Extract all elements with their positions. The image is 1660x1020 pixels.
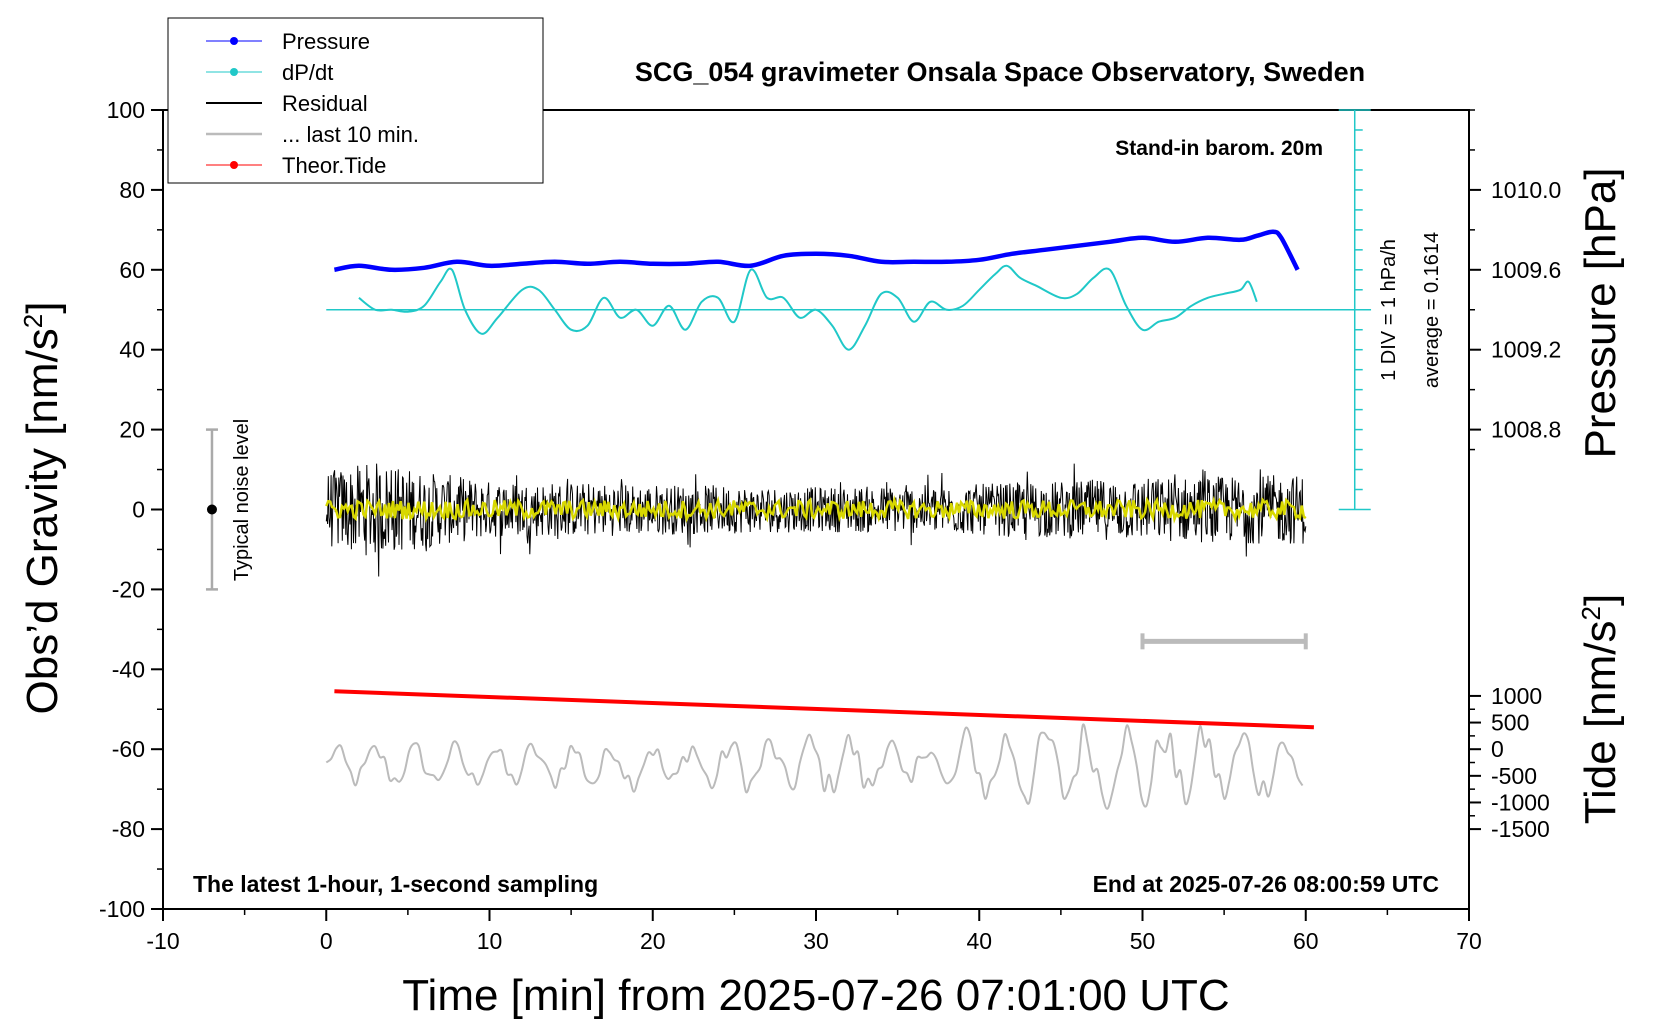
y-tick-label: -100 <box>99 896 145 922</box>
x-tick-label: 50 <box>1130 928 1156 954</box>
pressure-tick-label: 1009.6 <box>1491 257 1561 283</box>
dpdt-div-label: 1 DIV = 1 hPa/h <box>1378 239 1400 381</box>
y-tick-label: -80 <box>112 816 145 842</box>
pressure-tick-label: 1010.0 <box>1491 177 1561 203</box>
tide-tick-label: -500 <box>1491 763 1537 789</box>
y-axis-label: Obs’d Gravity [nm/s2] <box>18 301 67 714</box>
y-tick-label: -40 <box>112 656 145 682</box>
tide-axis-label-main: Tide [nm/s <box>1576 620 1625 824</box>
legend-label: dP/dt <box>282 60 333 85</box>
legend-label: Residual <box>282 91 368 116</box>
x-axis: -10 0 10 20 30 40 50 60 70 <box>146 909 1482 954</box>
y-tick-label: 80 <box>119 177 145 203</box>
legend: Pressure dP/dt Residual ... last 10 min. The… <box>167 17 544 184</box>
sampling-note: The latest 1-hour, 1-second sampling <box>193 871 598 897</box>
x-axis-label: Time [min] from 2025-07-26 07:01:00 UTC <box>402 971 1229 1020</box>
chart-title: SCG_054 gravimeter Onsala Space Observat… <box>635 57 1365 87</box>
series-pressure <box>333 229 1300 273</box>
legend-marker <box>230 68 238 76</box>
pressure-tick-label: 1009.2 <box>1491 337 1561 363</box>
x-tick-label: 60 <box>1293 928 1319 954</box>
last-10-min-bracket <box>1140 633 1308 650</box>
noise-bar <box>205 428 218 591</box>
x-tick-label: 0 <box>320 928 333 954</box>
noise-label: Typical noise level <box>231 419 253 581</box>
barometer-note: Stand-in barom. 20m <box>1115 137 1323 160</box>
legend-marker <box>230 37 238 45</box>
x-tick-label: -10 <box>146 928 179 954</box>
pressure-axis-label: Pressure [hPa] <box>1576 167 1625 458</box>
series-layer <box>325 229 1372 810</box>
tide-tick-label: -1000 <box>1491 789 1550 815</box>
end-time-note: End at 2025-07-26 08:00:59 UTC <box>1093 871 1439 897</box>
x-tick-label: 70 <box>1456 928 1482 954</box>
tide-tick-label: 0 <box>1491 736 1504 762</box>
y-axis-label-main: Obs’d Gravity [nm/s <box>18 328 67 714</box>
tide-axis-label-close: ] <box>1576 594 1625 606</box>
x-tick-label: 40 <box>966 928 992 954</box>
noise-bar-center <box>206 504 217 515</box>
tide-axis-label-sup: 2 <box>1576 606 1606 620</box>
y-axis-label-sup: 2 <box>18 314 48 328</box>
x-tick-label: 30 <box>803 928 829 954</box>
y-tick-label: 100 <box>107 97 145 123</box>
dpdt-average-label: average = 0.1614 <box>1421 232 1443 388</box>
pressure-axis: 1008.8 1009.2 1009.6 1010.0 <box>1469 109 1561 451</box>
series-residual-smoothed <box>325 495 1307 524</box>
y-tick-label: -60 <box>112 736 145 762</box>
y-tick-label: 0 <box>132 497 145 523</box>
tide-tick-label: 500 <box>1491 710 1529 736</box>
series-last-10-min <box>325 723 1304 810</box>
y-tick-label: 60 <box>119 257 145 283</box>
y-tick-label: 20 <box>119 417 145 443</box>
legend-label: Pressure <box>282 29 370 54</box>
y-axis-label-close: ] <box>18 301 67 313</box>
tide-tick-label: -1500 <box>1491 816 1550 842</box>
legend-box <box>167 17 544 184</box>
x-tick-label: 20 <box>640 928 666 954</box>
legend-marker <box>230 161 238 169</box>
pressure-tick-label: 1008.8 <box>1491 417 1561 443</box>
y-tick-label: -20 <box>112 576 145 602</box>
tide-tick-label: 1000 <box>1491 683 1542 709</box>
legend-label: Theor.Tide <box>282 153 386 178</box>
legend-label: ... last 10 min. <box>282 122 419 147</box>
y-axis-left: -100 -80 -60 -40 -20 0 20 40 60 80 100 <box>99 97 163 922</box>
series-dpdt <box>358 264 1258 351</box>
tide-axis-label: Tide [nm/s2] <box>1576 594 1625 824</box>
y-tick-label: 40 <box>119 337 145 363</box>
x-tick-label: 10 <box>477 928 503 954</box>
series-residual <box>325 463 1307 577</box>
series-theor-tide <box>334 689 1314 730</box>
